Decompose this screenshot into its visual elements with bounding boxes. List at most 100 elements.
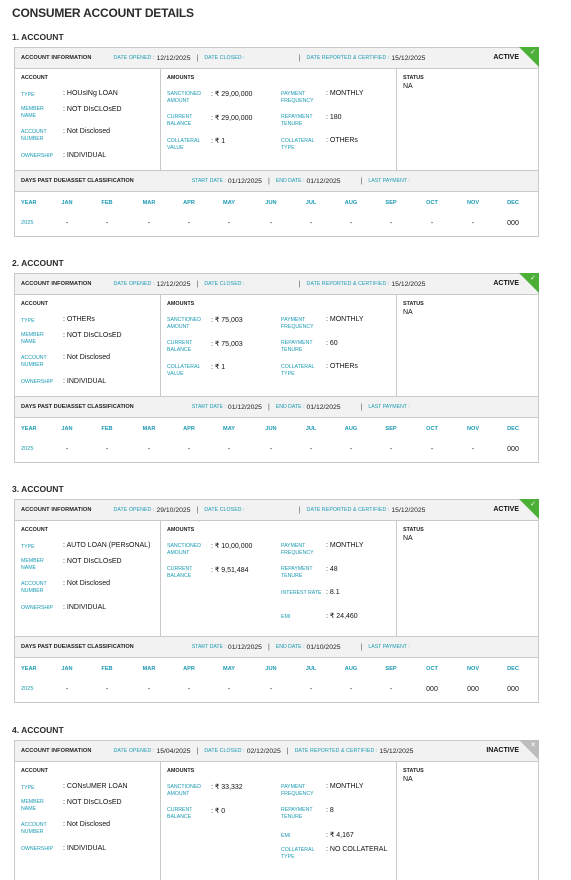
account-number-label: ACCOUNT NUMBER [21, 822, 47, 835]
date-closed-label: DATE CLOSED : [204, 748, 245, 754]
separator: | [196, 54, 199, 62]
month-header-cell: MAY [223, 200, 235, 206]
check-icon: ✓ [530, 49, 536, 56]
amounts-column-heading: AMOUNTS [167, 768, 195, 774]
account-number-value: : Not Disclosed [63, 580, 111, 587]
account-section-1: 1. ACCOUNT ACCOUNT INFORMATION DATE OPEN… [12, 32, 539, 237]
date-opened-value: 12/12/2025 [156, 280, 191, 288]
account-detail-row: ACCOUNT TYPE : CONsUMER LOAN MEMBER NAME… [15, 762, 538, 880]
ownership-label: OWNERSHIP [21, 153, 53, 159]
date-closed-label: DATE CLOSED : [204, 507, 245, 513]
dpd-month-grid: YEAR JAN FEB MAR APR MAY JUN JUL AUG SEP OCT NOV DEC… [15, 192, 538, 234]
month-header-cell: MAY [223, 666, 235, 672]
dpd-month-cell: - [471, 220, 475, 227]
dpd-bar: DAYS PAST DUE/ASSET CLASSIFICATION START… [15, 397, 538, 418]
payment-frequency-label: PAYMENT FREQUENCY [281, 543, 314, 556]
interest-rate-label: INTEREST RATE [281, 590, 322, 596]
date-opened-label: DATE OPENED : [113, 55, 155, 61]
dpd-month-cell: - [269, 446, 273, 453]
close-icon: ✕ [530, 742, 536, 749]
type-label: TYPE [21, 544, 35, 550]
dpd-label: DAYS PAST DUE/ASSET CLASSIFICATION [21, 178, 134, 184]
type-label: TYPE [21, 318, 35, 324]
current-balance-label: CURRENT BALANCE [167, 114, 193, 127]
status-corner-flag [519, 740, 539, 760]
payment-frequency-label: PAYMENT FREQUENCY [281, 91, 314, 104]
status-column: STATUS NA [397, 69, 538, 170]
account-heading: 4. ACCOUNT [12, 725, 64, 735]
month-header-cell: NOV [466, 426, 480, 432]
separator: | [196, 506, 199, 514]
member-name-value: : NOT DIsCLOsED [63, 106, 122, 113]
dpd-month-cell: - [309, 220, 313, 227]
month-header-cell: NOV [466, 666, 480, 672]
payment-frequency-label: PAYMENT FREQUENCY [281, 317, 314, 330]
account-info-label: ACCOUNT INFORMATION [21, 748, 92, 754]
repayment-tenure-label: REPAYMENT TENURE [281, 807, 313, 820]
status-corner-flag [519, 47, 539, 67]
month-header-cell: FEB [101, 426, 113, 432]
sanctioned-amount-label: SANCTIONED AMOUNT [167, 543, 202, 556]
payment-frequency-value: : MONTHLY [326, 90, 364, 97]
account-number-value: : Not Disclosed [63, 354, 111, 361]
status-value: NA [403, 309, 413, 316]
month-header-cell: AUG [344, 666, 358, 672]
status-value: NA [403, 776, 413, 783]
separator: | [360, 403, 363, 411]
date-reported-value: 15/12/2025 [391, 280, 426, 288]
member-name-value: : NOT DIsCLOsED [63, 799, 122, 806]
sanctioned-amount-value: : ₹ 33,332 [211, 784, 243, 791]
dpd-month-cell: - [105, 446, 109, 453]
last-payment-label: LAST PAYMENT : [368, 404, 410, 410]
account-section-3: 3. ACCOUNT ACCOUNT INFORMATION DATE OPEN… [12, 484, 539, 703]
ownership-value: : INDIVIDUAL [63, 845, 107, 852]
end-date-value: 01/12/2025 [306, 177, 341, 185]
status-badge: ACTIVE [493, 506, 519, 513]
separator: | [286, 747, 289, 755]
emi-value: : ₹ 24,460 [326, 613, 358, 620]
month-header-cell: FEB [101, 666, 113, 672]
dpd-month-cell: - [65, 446, 69, 453]
date-reported-label: DATE REPORTED & CERTIFIED : [306, 507, 390, 513]
account-info-bar: ACCOUNT INFORMATION DATE OPENED : 12/12/… [15, 273, 539, 295]
account-column: ACCOUNT TYPE : HOUsINg LOAN MEMBER NAME … [15, 69, 161, 170]
member-name-value: : NOT DIsCLOsED [63, 558, 122, 565]
repayment-tenure-label: REPAYMENT TENURE [281, 340, 313, 353]
member-name-label: MEMBER NAME [21, 106, 44, 119]
dpd-bar: DAYS PAST DUE/ASSET CLASSIFICATION START… [15, 637, 538, 658]
current-balance-value: : ₹ 9,51,484 [211, 567, 249, 574]
dpd-year-cell: 2025 [21, 220, 34, 226]
account-heading: 3. ACCOUNT [12, 484, 64, 494]
status-badge: ACTIVE [493, 54, 519, 61]
status-value: NA [403, 535, 413, 542]
end-date-label: END DATE : [275, 404, 305, 410]
date-reported-value: 15/12/2025 [391, 506, 426, 514]
dpd-month-cell: - [227, 220, 231, 227]
month-header-cell: SEP [385, 200, 397, 206]
dpd-month-cell: 000 [507, 446, 519, 453]
sanctioned-amount-label: SANCTIONED AMOUNT [167, 784, 202, 797]
current-balance-label: CURRENT BALANCE [167, 340, 193, 353]
dpd-month-cell: - [187, 686, 191, 693]
month-header-cell: APR [183, 200, 195, 206]
status-column: STATUS NA [397, 762, 538, 880]
month-header-cell: AUG [344, 426, 358, 432]
date-reported-label: DATE REPORTED & CERTIFIED : [294, 748, 378, 754]
dpd-month-cell: - [187, 220, 191, 227]
sanctioned-amount-label: SANCTIONED AMOUNT [167, 317, 202, 330]
type-value: : CONsUMER LOAN [63, 783, 128, 790]
dpd-label: DAYS PAST DUE/ASSET CLASSIFICATION [21, 404, 134, 410]
last-payment-label: LAST PAYMENT : [368, 644, 410, 650]
date-opened-value: 29/10/2025 [156, 506, 191, 514]
separator: | [267, 177, 270, 185]
repayment-tenure-value: : 60 [326, 340, 338, 347]
status-column-heading: STATUS [403, 527, 424, 533]
dpd-month-cell: - [65, 220, 69, 227]
date-opened-label: DATE OPENED : [113, 748, 155, 754]
dpd-month-cell: - [227, 446, 231, 453]
month-header-cell: OCT [426, 200, 438, 206]
account-number-label: ACCOUNT NUMBER [21, 129, 47, 142]
month-header-cell: DEC [507, 200, 519, 206]
month-header-cell: JAN [61, 426, 73, 432]
month-header-cell: JUL [305, 200, 317, 206]
